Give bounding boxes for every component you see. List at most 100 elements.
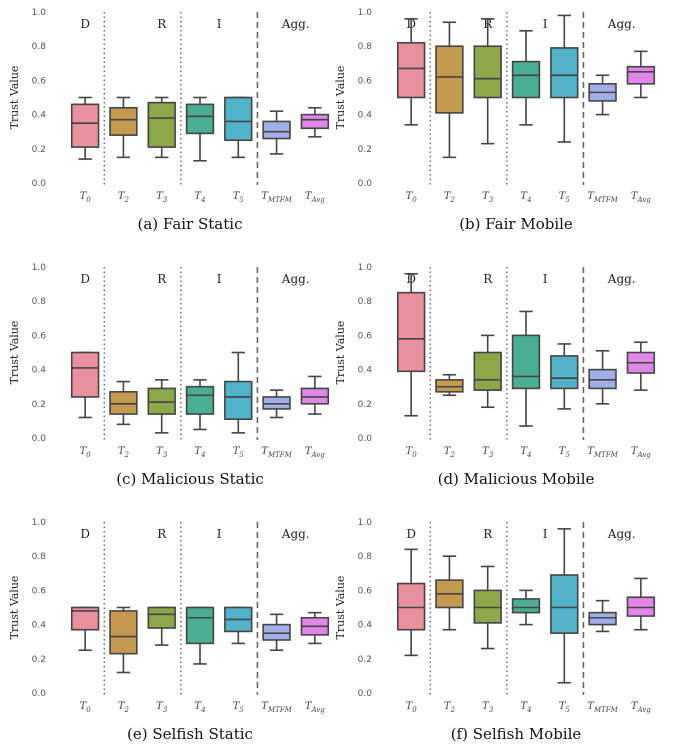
box-5 [224, 351, 253, 434]
x-tick-label: T5 [233, 446, 245, 459]
box-3 [473, 565, 502, 650]
x-tick-label: T0 [406, 701, 418, 714]
x-tick-label: TMTFM [587, 446, 618, 459]
x-tick-label: T5 [233, 191, 245, 204]
iqr-box [473, 589, 502, 624]
panel-caption: (e) Selfish Static [127, 725, 253, 743]
box-4 [185, 96, 215, 162]
x-tick-label: TAvg [305, 701, 325, 714]
iqr-box [70, 103, 100, 148]
box-2 [435, 21, 464, 159]
y-tick-label: 0.8 [32, 297, 47, 307]
y-tick-label: 0.0 [32, 179, 47, 189]
iqr-box [147, 387, 176, 415]
box-7 [626, 50, 656, 99]
y-tick-label: 0.8 [32, 42, 47, 52]
x-tick-label: T2 [444, 191, 456, 204]
box-7 [626, 577, 656, 631]
y-tick-label: 1.0 [358, 518, 373, 528]
iqr-box [550, 574, 579, 634]
iqr-box [626, 596, 656, 617]
x-tick-label: T2 [444, 446, 456, 459]
box-4 [511, 310, 541, 427]
x-tick-label: T2 [118, 701, 130, 714]
region-label: I [217, 17, 222, 31]
box-4 [511, 589, 541, 626]
region-label: R [483, 272, 493, 286]
x-tick-label: TMTFM [261, 446, 292, 459]
panel-3: 0.0 0.2 0.4 0.6 0.8 1.0 Trust Value D R I Agg. T0 T2… [8, 263, 330, 488]
x-tick-label: TMTFM [261, 701, 292, 714]
iqr-box [224, 380, 253, 420]
iqr-box [396, 291, 426, 373]
box-6 [262, 389, 291, 419]
y-tick-label: 0.8 [32, 552, 47, 562]
iqr-box [147, 606, 176, 629]
y-tick-label: 0.8 [358, 552, 373, 562]
box-2 [109, 380, 138, 426]
y-tick-label: 0.4 [32, 111, 47, 121]
x-tick-label: T3 [482, 446, 494, 459]
iqr-box [473, 45, 502, 99]
y-tick-label: 1.0 [358, 263, 373, 273]
x-tick-label: T4 [194, 191, 205, 204]
region-label: Agg. [607, 17, 636, 31]
y-tick-label: 0.4 [32, 366, 47, 376]
x-tick-label: T4 [194, 701, 205, 714]
region-label: D [80, 527, 90, 541]
y-tick-label: 0.2 [32, 400, 46, 410]
box-5 [550, 14, 579, 143]
iqr-box [435, 379, 464, 393]
panel-caption: (c) Malicious Static [116, 470, 264, 488]
panel-caption: (f) Selfish Mobile [451, 725, 582, 743]
x-tick-label: T3 [482, 701, 494, 714]
y-axis-label: Trust Value [334, 321, 347, 385]
x-tick-label: TAvg [631, 446, 651, 459]
region-label: I [217, 272, 222, 286]
iqr-box [626, 65, 656, 85]
y-tick-label: 1.0 [358, 8, 373, 18]
y-tick-label: 0.4 [358, 111, 373, 121]
box-6 [588, 349, 617, 405]
iqr-box [109, 391, 138, 415]
x-tick-label: TMTFM [261, 191, 292, 204]
box-3 [147, 379, 176, 434]
region-label: I [543, 272, 548, 286]
iqr-box [70, 606, 100, 631]
panel-5: 0.0 0.2 0.4 0.6 0.8 1.0 Trust Value D R I Agg. T0 T2… [8, 518, 330, 743]
iqr-box [185, 606, 215, 645]
panel-caption: (a) Fair Static [138, 215, 243, 233]
region-label: R [157, 272, 167, 286]
x-tick-label: T4 [520, 446, 531, 459]
box-2 [109, 96, 138, 159]
box-1 [70, 96, 100, 160]
iqr-box [511, 60, 541, 99]
y-tick-label: 0.2 [358, 655, 372, 665]
box-1 [396, 273, 426, 417]
x-tick-label: TAvg [631, 701, 651, 714]
y-axis-label: Trust Value [8, 321, 21, 385]
y-tick-label: 0.8 [358, 297, 373, 307]
box-3 [473, 18, 502, 145]
x-tick-label: T2 [118, 191, 130, 204]
box-1 [70, 606, 100, 652]
x-tick-label: T4 [520, 701, 531, 714]
box-2 [435, 555, 464, 631]
y-tick-label: 1.0 [32, 518, 47, 528]
iqr-box [588, 611, 617, 626]
iqr-box [588, 368, 617, 390]
box-7 [300, 375, 330, 415]
y-tick-label: 0.6 [32, 76, 47, 86]
iqr-box [435, 45, 464, 114]
iqr-box [473, 351, 502, 391]
box-6 [588, 599, 617, 633]
y-tick-label: 0.0 [358, 689, 373, 699]
box-3 [473, 334, 502, 409]
box-1 [396, 18, 426, 126]
box-7 [626, 341, 656, 391]
region-label: D [406, 527, 416, 541]
y-tick-label: 0.6 [358, 331, 373, 341]
box-1 [396, 548, 426, 657]
iqr-box [300, 387, 330, 405]
